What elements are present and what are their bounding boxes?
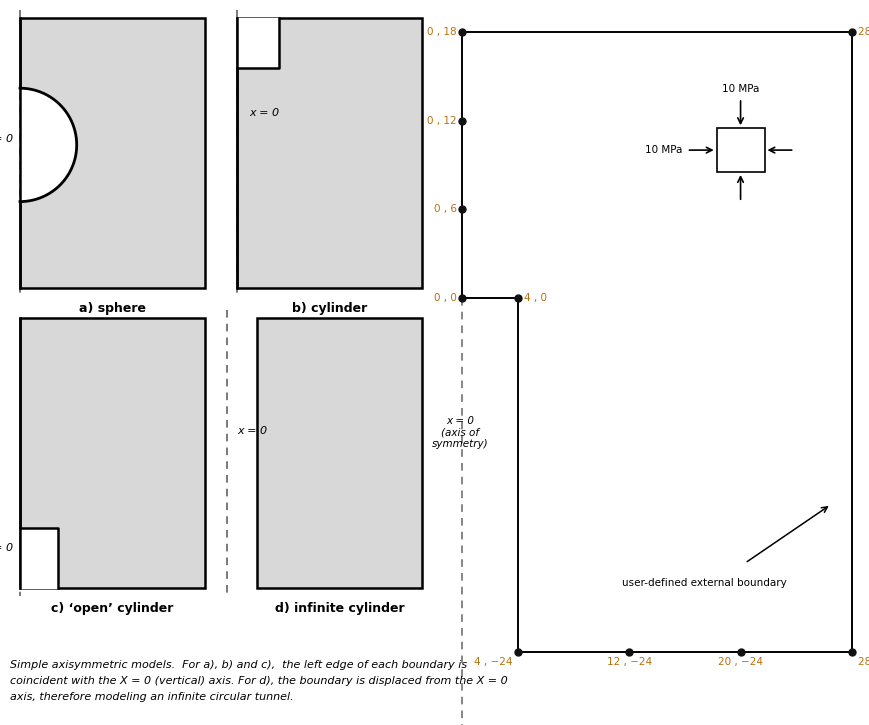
Text: coincident with the X = 0 (vertical) axis. For d), the boundary is displaced fro: coincident with the X = 0 (vertical) axi… — [10, 676, 507, 686]
Text: 20 , −24: 20 , −24 — [718, 657, 763, 667]
Text: 0 , 6: 0 , 6 — [434, 204, 457, 214]
Text: 0 , 18: 0 , 18 — [428, 27, 457, 37]
Bar — [717, 128, 765, 172]
Text: 28 , 18: 28 , 18 — [858, 27, 869, 37]
Text: x = 0: x = 0 — [249, 107, 279, 117]
Text: 10 MPa: 10 MPa — [645, 145, 682, 155]
Text: 28 , −24: 28 , −24 — [858, 657, 869, 667]
Polygon shape — [20, 528, 58, 588]
Bar — [20, 318, 205, 588]
Bar — [257, 318, 422, 588]
Text: axis, therefore modeling an infinite circular tunnel.: axis, therefore modeling an infinite cir… — [10, 692, 294, 702]
Bar — [237, 18, 422, 288]
Text: 12 , −24: 12 , −24 — [607, 657, 652, 667]
Polygon shape — [237, 18, 279, 68]
Text: 4 , 0: 4 , 0 — [524, 293, 547, 303]
Text: x = 0: x = 0 — [0, 543, 13, 553]
Text: user-defined external boundary: user-defined external boundary — [622, 579, 787, 588]
Text: Simple axisymmetric models.  For a), b) and c),  the left edge of each boundary : Simple axisymmetric models. For a), b) a… — [10, 660, 468, 670]
Text: a) sphere: a) sphere — [79, 302, 146, 315]
Text: x = 0: x = 0 — [237, 426, 267, 436]
Polygon shape — [20, 88, 76, 202]
Text: d) infinite cylinder: d) infinite cylinder — [275, 602, 404, 615]
Text: 10 MPa: 10 MPa — [722, 84, 760, 94]
Text: 0 , 0: 0 , 0 — [434, 293, 457, 303]
Text: 4 , −24: 4 , −24 — [474, 657, 513, 667]
Text: 0 , 12: 0 , 12 — [428, 115, 457, 125]
Text: x = 0
(axis of
symmetry): x = 0 (axis of symmetry) — [432, 416, 488, 449]
Text: x = 0: x = 0 — [0, 134, 13, 144]
Text: b) cylinder: b) cylinder — [292, 302, 367, 315]
Bar — [20, 18, 205, 288]
Text: c) ‘open’ cylinder: c) ‘open’ cylinder — [51, 602, 174, 615]
